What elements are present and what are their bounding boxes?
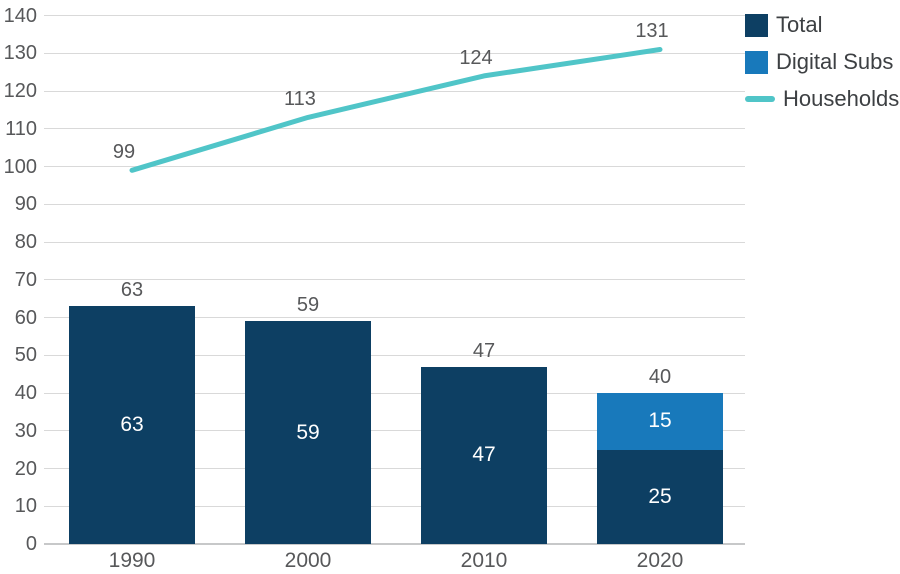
y-tick-label: 10	[14, 495, 37, 518]
legend-label: Total	[776, 12, 823, 37]
bar-value-label: 15	[648, 409, 672, 433]
legend-label: Digital Subs	[776, 49, 894, 74]
gridline	[44, 166, 745, 167]
y-tick-label: 40	[14, 382, 37, 404]
y-tick-label: 130	[3, 42, 37, 65]
x-category-label: 1990	[108, 549, 156, 572]
gridline	[44, 430, 745, 432]
y-tick-label: 120	[3, 80, 37, 102]
bar-value-label: 59	[296, 420, 320, 444]
gridline	[44, 468, 745, 469]
line-point-label: 113	[284, 88, 316, 111]
legend-label: Households	[783, 86, 900, 111]
gridline	[44, 52, 745, 54]
bar-segment-total-1990: 63	[69, 306, 195, 544]
x-axis-line	[44, 543, 745, 545]
legend-square-swatch	[745, 13, 768, 37]
stack-total-label: 59	[296, 294, 320, 317]
bar-segment-total-2020: 25	[597, 449, 723, 544]
line-point-label: 99	[112, 141, 136, 164]
x-category-label: 2000	[284, 549, 332, 572]
bar-segment-total-2000: 59	[245, 321, 371, 544]
stack-total-label: 63	[120, 279, 144, 302]
bar-value-label: 25	[648, 484, 672, 508]
stack-total-label: 40	[648, 366, 672, 388]
stack-total-label: 47	[472, 339, 496, 362]
bar-value-label: 47	[472, 443, 496, 467]
line-point-label: 124	[459, 46, 493, 69]
line-point-label: 131	[635, 20, 669, 43]
gridline	[44, 128, 745, 130]
gridline	[44, 90, 745, 92]
bar-segment-digital-subs-2020: 15	[597, 393, 723, 450]
y-tick-label: 80	[14, 231, 37, 253]
bar-value-label: 63	[120, 413, 144, 437]
gridline	[44, 203, 745, 205]
x-category-label: 2020	[636, 549, 684, 572]
gridline	[44, 392, 745, 394]
legend: Total Digital Subs Households	[745, 12, 899, 112]
gridline	[44, 317, 745, 318]
legend-square-swatch	[745, 50, 768, 74]
legend-item-digital-subs: Digital Subs	[745, 49, 899, 75]
y-tick-label: 90	[14, 193, 37, 216]
gridline	[44, 354, 745, 356]
y-tick-label: 70	[14, 268, 37, 291]
y-tick-label: 20	[14, 457, 37, 480]
households-line	[129, 47, 663, 173]
bar-segment-total-2010: 47	[421, 366, 547, 544]
legend-line-marker	[745, 96, 775, 102]
gridline	[44, 15, 745, 16]
gridline	[44, 241, 745, 243]
y-tick-label: 30	[14, 419, 37, 442]
legend-item-households: Households	[745, 86, 899, 112]
x-category-label: 2010	[460, 549, 508, 572]
gridline	[44, 505, 745, 507]
legend-item-total: Total	[745, 12, 899, 38]
y-tick-label: 100	[3, 155, 37, 178]
y-tick-label: 140	[3, 4, 37, 27]
gridline	[44, 279, 745, 281]
y-tick-label: 110	[5, 117, 37, 140]
y-tick-label: 50	[14, 344, 37, 367]
y-tick-label: 0	[25, 533, 37, 555]
y-tick-label: 60	[14, 306, 37, 329]
